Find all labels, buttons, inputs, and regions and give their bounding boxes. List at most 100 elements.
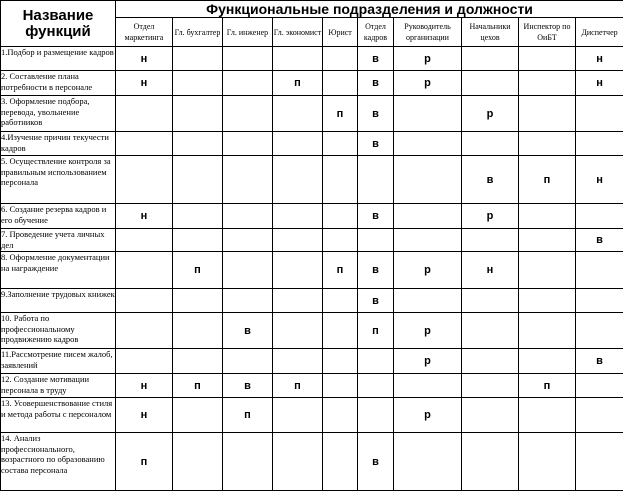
column-header: Гл. бухгалтер bbox=[173, 18, 223, 47]
role-mark bbox=[358, 156, 394, 204]
role-mark: в bbox=[576, 229, 623, 252]
role-mark bbox=[116, 313, 173, 349]
role-mark bbox=[273, 349, 323, 374]
role-mark bbox=[173, 156, 223, 204]
role-mark bbox=[173, 96, 223, 132]
role-mark bbox=[394, 433, 462, 491]
role-mark: в bbox=[223, 313, 273, 349]
column-header: Гл. экономист bbox=[273, 18, 323, 47]
role-mark bbox=[273, 96, 323, 132]
role-mark bbox=[394, 374, 462, 398]
role-mark bbox=[394, 229, 462, 252]
role-mark bbox=[173, 349, 223, 374]
role-mark bbox=[223, 433, 273, 491]
role-mark: р bbox=[462, 204, 519, 229]
role-mark bbox=[323, 47, 358, 71]
role-mark bbox=[116, 349, 173, 374]
role-mark: в bbox=[223, 374, 273, 398]
role-mark bbox=[323, 132, 358, 156]
table-row: 10. Работа по профессиональному продвиже… bbox=[1, 313, 623, 349]
role-mark: н bbox=[576, 156, 623, 204]
role-mark bbox=[576, 252, 623, 289]
role-mark bbox=[323, 156, 358, 204]
role-mark bbox=[519, 47, 576, 71]
role-mark: п bbox=[358, 313, 394, 349]
table-row: 2. Составление плана потребности в персо… bbox=[1, 71, 623, 96]
role-mark bbox=[519, 313, 576, 349]
role-mark bbox=[519, 252, 576, 289]
role-mark bbox=[273, 398, 323, 433]
function-label: 14. Анализ профессионального, возрастног… bbox=[1, 433, 116, 491]
role-mark: р bbox=[394, 47, 462, 71]
role-mark bbox=[576, 433, 623, 491]
role-mark bbox=[173, 71, 223, 96]
role-mark bbox=[273, 313, 323, 349]
role-mark bbox=[519, 96, 576, 132]
role-mark: в bbox=[358, 289, 394, 313]
table-row: 3. Оформление подбора, перевода, увольне… bbox=[1, 96, 623, 132]
role-mark: р bbox=[394, 398, 462, 433]
role-mark bbox=[173, 47, 223, 71]
role-mark bbox=[116, 252, 173, 289]
role-mark bbox=[394, 204, 462, 229]
role-mark: н bbox=[576, 71, 623, 96]
role-mark bbox=[273, 204, 323, 229]
role-mark bbox=[358, 349, 394, 374]
role-mark bbox=[394, 96, 462, 132]
role-mark bbox=[576, 398, 623, 433]
role-mark: п bbox=[323, 252, 358, 289]
role-mark bbox=[576, 204, 623, 229]
role-mark bbox=[394, 132, 462, 156]
role-mark bbox=[576, 289, 623, 313]
role-mark bbox=[273, 433, 323, 491]
role-mark bbox=[273, 156, 323, 204]
function-label: 7. Проведение учета личных дел bbox=[1, 229, 116, 252]
role-mark bbox=[576, 132, 623, 156]
role-mark bbox=[116, 229, 173, 252]
function-label: 10. Работа по профессиональному продвиже… bbox=[1, 313, 116, 349]
role-mark bbox=[323, 229, 358, 252]
role-mark bbox=[462, 289, 519, 313]
role-mark: н bbox=[116, 71, 173, 96]
role-mark bbox=[223, 71, 273, 96]
role-mark bbox=[519, 349, 576, 374]
role-mark bbox=[173, 229, 223, 252]
role-mark bbox=[519, 132, 576, 156]
role-mark: в bbox=[358, 204, 394, 229]
role-mark bbox=[462, 132, 519, 156]
header-row-group: Название функций Функциональные подразде… bbox=[1, 1, 623, 18]
function-label: 6. Создание резерва кадров и его обучени… bbox=[1, 204, 116, 229]
role-mark bbox=[519, 204, 576, 229]
role-mark bbox=[462, 349, 519, 374]
role-mark: п bbox=[519, 156, 576, 204]
role-mark: р bbox=[394, 252, 462, 289]
role-mark bbox=[394, 289, 462, 313]
role-mark: в bbox=[358, 132, 394, 156]
role-mark bbox=[116, 96, 173, 132]
table-row: 7. Проведение учета личных дел в bbox=[1, 229, 623, 252]
column-header: Отдел кадров bbox=[358, 18, 394, 47]
role-mark bbox=[173, 132, 223, 156]
role-mark bbox=[223, 47, 273, 71]
role-mark: н bbox=[462, 252, 519, 289]
role-mark bbox=[116, 132, 173, 156]
table-row: 8. Оформление документации на награждени… bbox=[1, 252, 623, 289]
table-row: 6. Создание резерва кадров и его обучени… bbox=[1, 204, 623, 229]
role-mark bbox=[576, 96, 623, 132]
role-mark bbox=[223, 156, 273, 204]
role-mark: в bbox=[358, 252, 394, 289]
function-label: 1.Подбор и размещение кадров bbox=[1, 47, 116, 71]
column-header: Инспектор по ОиБТ bbox=[519, 18, 576, 47]
role-mark: п bbox=[323, 96, 358, 132]
column-header: Начальники цехов bbox=[462, 18, 519, 47]
role-mark bbox=[273, 132, 323, 156]
role-mark: в bbox=[358, 96, 394, 132]
role-mark bbox=[223, 349, 273, 374]
role-mark bbox=[223, 132, 273, 156]
role-mark bbox=[223, 229, 273, 252]
role-mark bbox=[462, 47, 519, 71]
role-mark bbox=[223, 204, 273, 229]
role-mark bbox=[519, 433, 576, 491]
column-header: Гл. инженер bbox=[223, 18, 273, 47]
role-mark: в bbox=[462, 156, 519, 204]
